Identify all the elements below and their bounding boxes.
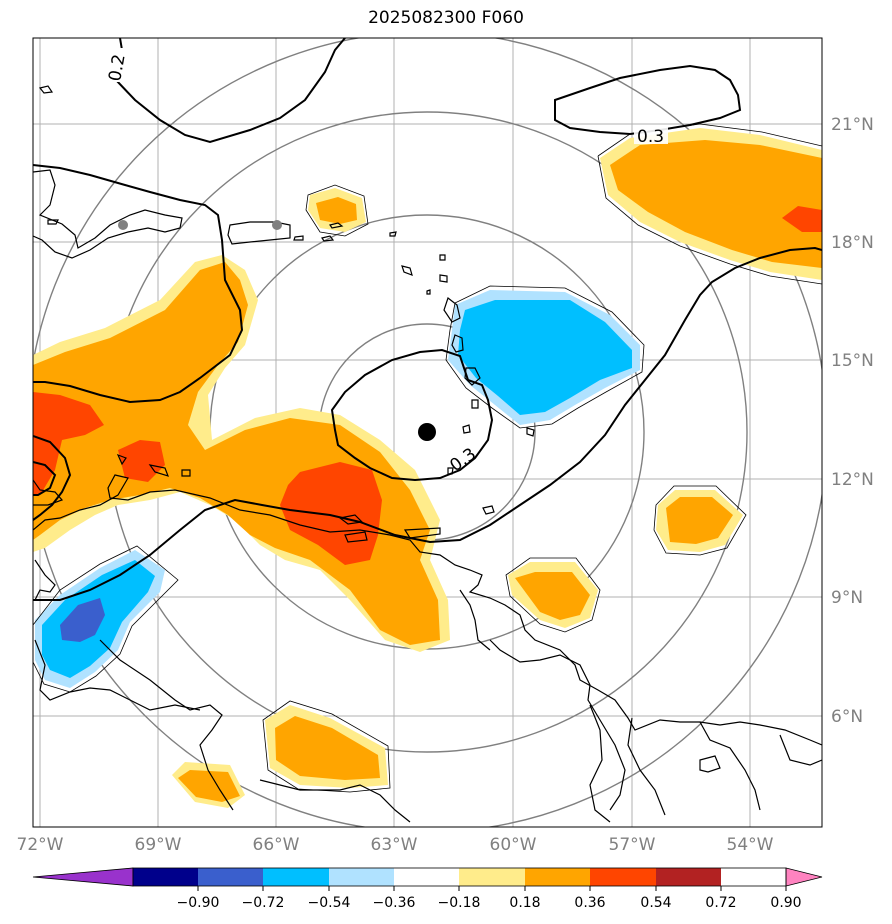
contour-line <box>330 348 494 482</box>
lon-label: 60°W <box>490 835 537 855</box>
contour-line <box>554 64 742 136</box>
anomaly-region <box>275 716 380 780</box>
map-frame <box>32 37 823 828</box>
colorbar-tick-label: 0.90 <box>770 895 801 911</box>
gridlines <box>33 38 822 827</box>
colorbar-segment <box>656 868 721 886</box>
lon-label: 72°W <box>17 835 64 855</box>
latitude-labels: 21°N 18°N 15°N 12°N 9°N 6°N <box>831 115 874 727</box>
anomaly-region <box>666 497 733 544</box>
contour-line <box>33 461 57 496</box>
lon-label: 63°W <box>371 835 418 855</box>
anomaly-region <box>118 440 165 482</box>
map-title: 2025082300 F060 <box>368 8 524 28</box>
colorbar-extend-max <box>785 867 823 887</box>
lat-label: 12°N <box>831 470 874 490</box>
contour-line <box>33 164 244 404</box>
contour-label-group: 0.2 0.3 0.3 <box>102 48 668 476</box>
lon-label: 66°W <box>253 835 300 855</box>
colorbar-segment <box>590 868 656 886</box>
storm-center-marker <box>418 423 436 441</box>
lon-label: 69°W <box>135 835 182 855</box>
colorbar-segment <box>329 868 394 886</box>
colorbar-tick-label: −0.36 <box>373 895 416 911</box>
lon-label: 57°W <box>609 835 656 855</box>
contour-label: 0.3 <box>637 127 664 147</box>
lat-label: 18°N <box>831 233 874 253</box>
colorbar-segment <box>198 868 263 886</box>
station-marker <box>272 220 282 230</box>
colorbar-tick-label: −0.54 <box>308 895 351 911</box>
colorbar-extend-min <box>32 867 134 887</box>
colorbar: −0.90 −0.72 −0.54 −0.36 −0.18 0.18 0.36 0.54 0.7… <box>32 867 823 911</box>
contour-line <box>33 435 72 521</box>
contour-line <box>33 246 822 601</box>
colorbar-segment <box>459 868 525 886</box>
longitude-labels: 72°W 69°W 66°W 63°W 60°W 57°W 54°W <box>17 835 774 855</box>
coastlines <box>33 85 822 823</box>
anomaly-region <box>610 140 822 268</box>
colorbar-tick-label: −0.90 <box>177 895 220 911</box>
contour-label: 0.3 <box>446 444 480 476</box>
colorbar-tick-label: 0.72 <box>705 895 736 911</box>
lon-label: 54°W <box>727 835 774 855</box>
anomaly-region <box>515 572 590 620</box>
anomaly-region <box>782 206 822 232</box>
station-marker <box>118 220 128 230</box>
colorbar-tick-label: −0.72 <box>242 895 285 911</box>
lat-label: 9°N <box>831 588 863 608</box>
positive-anomaly-shading <box>33 128 822 808</box>
anomaly-region <box>178 770 240 802</box>
map-area: 0.2 0.3 0.3 <box>33 38 822 827</box>
colorbar-tick-label: 0.54 <box>640 895 671 911</box>
negative-anomaly-shading <box>35 290 640 688</box>
colorbar-segment <box>133 868 198 886</box>
lat-label: 6°N <box>831 707 863 727</box>
lat-label: 15°N <box>831 351 874 371</box>
anomaly-region <box>458 300 632 415</box>
contour-label: 0.2 <box>105 53 129 83</box>
colorbar-tick-label: 0.18 <box>509 895 540 911</box>
anomaly-region <box>60 598 105 642</box>
colorbar-segment <box>525 868 590 886</box>
lat-label: 21°N <box>831 115 874 135</box>
anomaly-region <box>316 197 357 224</box>
anomaly-region <box>280 462 382 565</box>
colorbar-segment <box>263 868 329 886</box>
threshold-outlines <box>33 123 822 793</box>
contour-line <box>114 38 346 144</box>
colorbar-tick-label: −0.18 <box>438 895 481 911</box>
colorbar-tick-label: 0.36 <box>574 895 605 911</box>
colorbar-segment <box>394 868 459 886</box>
